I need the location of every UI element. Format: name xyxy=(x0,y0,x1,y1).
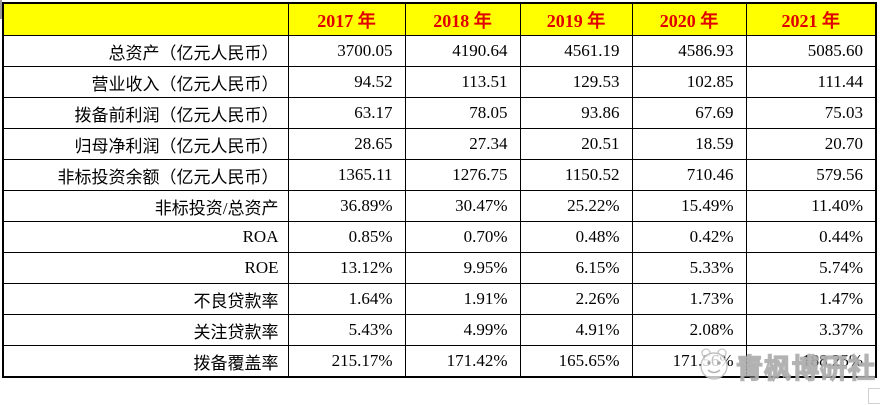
cell-value: 0.44% xyxy=(745,221,877,253)
cell-value: 188.25% xyxy=(745,345,877,378)
cell-value: 93.86 xyxy=(519,97,633,129)
table-row-nonstandard-balance: 非标投资余额（亿元人民币） 1365.11 1276.75 1150.52 71… xyxy=(2,159,877,191)
cell-value: 4190.64 xyxy=(404,35,521,67)
cell-value: 5.33% xyxy=(631,252,747,284)
cell-value: 25.22% xyxy=(519,190,633,222)
cell-value: 579.56 xyxy=(745,159,877,191)
row-label: ROE xyxy=(2,252,289,284)
cell-value: 111.44 xyxy=(745,66,877,98)
year-header-2020: 2020 年 xyxy=(631,2,747,36)
cell-value: 20.70 xyxy=(745,128,877,160)
cell-value: 94.52 xyxy=(287,66,406,98)
cell-value: 15.49% xyxy=(631,190,747,222)
cell-value: 1.73% xyxy=(631,283,747,315)
cell-value: 0.42% xyxy=(631,221,747,253)
table-row-total-assets: 总资产（亿元人民币） 3700.05 4190.64 4561.19 4586.… xyxy=(2,35,877,67)
row-label: 归母净利润（亿元人民币） xyxy=(2,128,289,160)
cell-value: 11.40% xyxy=(745,190,877,222)
cell-value: 171.56% xyxy=(631,345,747,378)
table-row-npl-ratio: 不良贷款率 1.64% 1.91% 2.26% 1.73% 1.47% xyxy=(2,283,877,315)
cell-value: 5.74% xyxy=(745,252,877,284)
table-header-row: 2017 年 2018 年 2019 年 2020 年 2021 年 xyxy=(2,2,877,36)
cell-value: 2.08% xyxy=(631,314,747,346)
cell-value: 30.47% xyxy=(404,190,521,222)
cell-value: 78.05 xyxy=(404,97,521,129)
cell-value: 28.65 xyxy=(287,128,406,160)
cell-value: 27.34 xyxy=(404,128,521,160)
table-row-net-profit: 归母净利润（亿元人民币） 28.65 27.34 20.51 18.59 20.… xyxy=(2,128,877,160)
row-label: 拨备前利润（亿元人民币） xyxy=(2,97,289,129)
row-label: 拨备覆盖率 xyxy=(2,345,289,378)
cell-value: 5085.60 xyxy=(745,35,877,67)
year-header-2019: 2019 年 xyxy=(519,2,633,36)
year-header-2021: 2021 年 xyxy=(745,2,877,36)
cell-value: 3.37% xyxy=(745,314,877,346)
table-row-special-mention-ratio: 关注贷款率 5.43% 4.99% 4.91% 2.08% 3.37% xyxy=(2,314,877,346)
financial-metrics-table: 2017 年 2018 年 2019 年 2020 年 2021 年 总资产（亿… xyxy=(2,2,877,378)
cell-value: 2.26% xyxy=(519,283,633,315)
cell-value: 4561.19 xyxy=(519,35,633,67)
cell-value: 710.46 xyxy=(631,159,747,191)
table-row-nonstandard-ratio: 非标投资/总资产 36.89% 30.47% 25.22% 15.49% 11.… xyxy=(2,190,877,222)
corner-cell xyxy=(2,2,289,36)
table-row-ppop: 拨备前利润（亿元人民币） 63.17 78.05 93.86 67.69 75.… xyxy=(2,97,877,129)
cell-value: 1.47% xyxy=(745,283,877,315)
row-label: ROA xyxy=(2,221,289,253)
cell-value: 20.51 xyxy=(519,128,633,160)
cell-value: 165.65% xyxy=(519,345,633,378)
cell-value: 215.17% xyxy=(287,345,406,378)
year-header-2018: 2018 年 xyxy=(404,2,521,36)
row-label: 非标投资/总资产 xyxy=(2,190,289,222)
cell-value: 0.85% xyxy=(287,221,406,253)
cell-value: 1.64% xyxy=(287,283,406,315)
row-label: 非标投资余额（亿元人民币） xyxy=(2,159,289,191)
cell-value: 36.89% xyxy=(287,190,406,222)
cell-value: 6.15% xyxy=(519,252,633,284)
cell-value: 63.17 xyxy=(287,97,406,129)
selection-handle-artifact xyxy=(868,388,880,404)
cell-value: 0.48% xyxy=(519,221,633,253)
row-label: 总资产（亿元人民币） xyxy=(2,35,289,67)
cell-value: 3700.05 xyxy=(287,35,406,67)
cell-value: 171.42% xyxy=(404,345,521,378)
left-edge-artifact xyxy=(0,0,2,19)
table-row-operating-income: 营业收入（亿元人民币） 94.52 113.51 129.53 102.85 1… xyxy=(2,66,877,98)
cell-value: 113.51 xyxy=(404,66,521,98)
table-row-roa: ROA 0.85% 0.70% 0.48% 0.42% 0.44% xyxy=(2,221,877,253)
cell-value: 1365.11 xyxy=(287,159,406,191)
cell-value: 18.59 xyxy=(631,128,747,160)
row-label: 营业收入（亿元人民币） xyxy=(2,66,289,98)
cell-value: 4.91% xyxy=(519,314,633,346)
cell-value: 1276.75 xyxy=(404,159,521,191)
cell-value: 4.99% xyxy=(404,314,521,346)
cell-value: 13.12% xyxy=(287,252,406,284)
cell-value: 102.85 xyxy=(631,66,747,98)
row-label: 不良贷款率 xyxy=(2,283,289,315)
cell-value: 67.69 xyxy=(631,97,747,129)
table-row-provision-coverage: 拨备覆盖率 215.17% 171.42% 165.65% 171.56% 18… xyxy=(2,345,877,378)
row-label: 关注贷款率 xyxy=(2,314,289,346)
cell-value: 129.53 xyxy=(519,66,633,98)
cell-value: 4586.93 xyxy=(631,35,747,67)
cell-value: 5.43% xyxy=(287,314,406,346)
cell-value: 1.91% xyxy=(404,283,521,315)
cell-value: 1150.52 xyxy=(519,159,633,191)
year-header-2017: 2017 年 xyxy=(287,2,406,36)
cell-value: 75.03 xyxy=(745,97,877,129)
cell-value: 0.70% xyxy=(404,221,521,253)
table-row-roe: ROE 13.12% 9.95% 6.15% 5.33% 5.74% xyxy=(2,252,877,284)
cell-value: 9.95% xyxy=(404,252,521,284)
